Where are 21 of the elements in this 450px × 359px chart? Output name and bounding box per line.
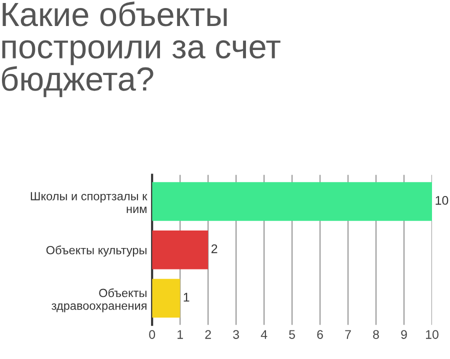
data-label: 2 — [211, 244, 218, 254]
bar — [152, 230, 208, 270]
x-tick-label: 10 — [426, 330, 438, 339]
y-tick-label: Объекты культуры — [46, 246, 146, 257]
x-tick-label: 8 — [373, 330, 379, 339]
x-tick-label: 0 — [149, 330, 156, 339]
chart-title: Какие объекты построили за счет бюджета? — [2, 2, 280, 98]
x-tick-label: 2 — [205, 330, 211, 339]
x-tick-label: 1 — [178, 330, 183, 339]
x-tick-label: 6 — [317, 330, 323, 339]
bar — [152, 278, 180, 318]
y-tick-label: Школы и спортзалы к ним — [30, 192, 148, 213]
x-tick-label: 9 — [401, 330, 407, 339]
data-label: 10 — [436, 196, 448, 205]
x-tick-label: 3 — [233, 330, 239, 339]
x-tick-label: 7 — [345, 330, 351, 339]
x-tick-label: 5 — [289, 330, 295, 339]
y-tick-label: Объекты здравоохранения — [52, 288, 146, 312]
data-label: 1 — [184, 292, 190, 302]
x-tick-label: 4 — [260, 330, 268, 339]
bar — [152, 182, 432, 221]
